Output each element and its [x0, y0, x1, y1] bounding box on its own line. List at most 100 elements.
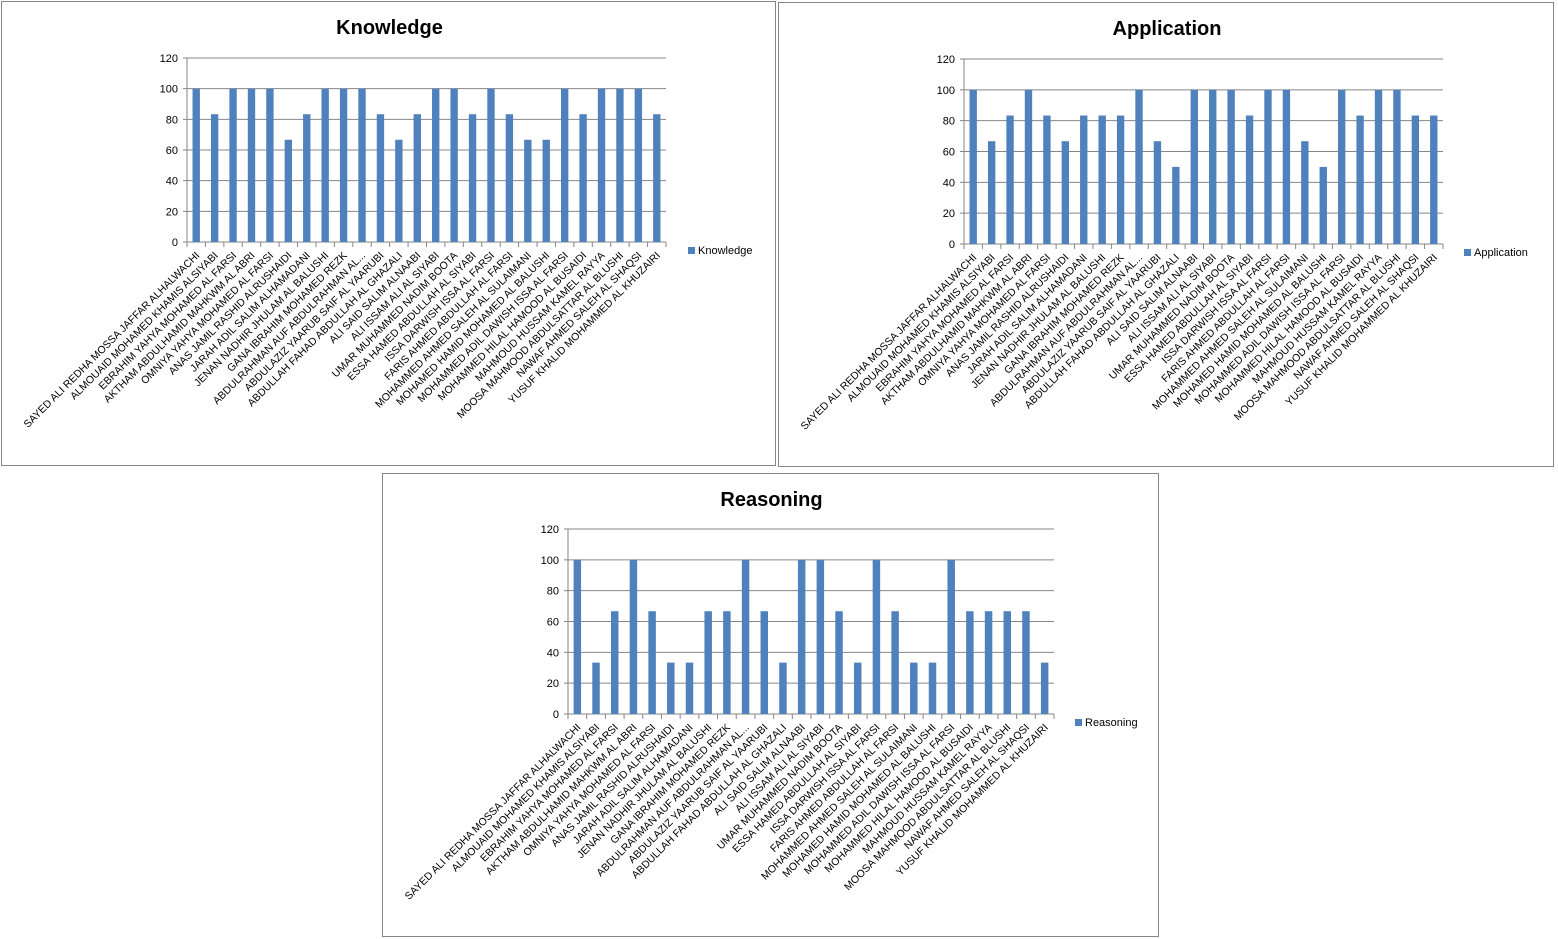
application-bar [1098, 115, 1106, 244]
application-y-tick-label: 80 [943, 116, 955, 128]
application-bar [1374, 89, 1383, 244]
application-bar [1209, 89, 1217, 244]
reasoning-bar [779, 662, 787, 714]
reasoning-bar [853, 662, 862, 714]
reasoning-bar [704, 611, 712, 714]
knowledge-y-tick-label: 20 [166, 206, 178, 218]
reasoning-bar [1022, 611, 1030, 714]
application-bar [1393, 89, 1401, 244]
reasoning-bar [1040, 662, 1049, 714]
reasoning-bar [760, 611, 769, 714]
application-y-tick-label: 60 [943, 147, 955, 159]
application-legend-swatch [1464, 249, 1471, 256]
application-bar [1264, 89, 1272, 244]
knowledge-bar [468, 114, 477, 242]
knowledge-bar [542, 139, 550, 242]
reasoning-y-tick-label: 0 [553, 709, 559, 721]
knowledge-bar [450, 88, 458, 243]
knowledge-bar [653, 114, 661, 242]
application-bar [1024, 89, 1033, 244]
knowledge-bar [321, 88, 329, 243]
reasoning-bar [741, 559, 750, 714]
knowledge-y-tick-label: 40 [166, 176, 178, 188]
knowledge-chart-title: Knowledge [336, 17, 443, 39]
reasoning-bar [629, 559, 638, 714]
reasoning-y-tick-label: 60 [547, 617, 559, 629]
application-y-tick-label: 40 [943, 177, 955, 189]
application-bar [1153, 141, 1162, 244]
reasoning-bar [610, 611, 619, 714]
knowledge-bar [505, 114, 514, 242]
reasoning-bar [891, 611, 899, 714]
reasoning-bar [966, 611, 974, 714]
knowledge-bar [395, 139, 403, 242]
reasoning-bar [984, 611, 993, 714]
application-y-tick-label: 20 [943, 208, 955, 220]
knowledge-bar [432, 88, 440, 243]
reasoning-bar [723, 611, 731, 714]
knowledge-bar [634, 88, 643, 243]
reasoning-chart: Reasoning 0 20 40 60 80 100 120 SAYED ALI REDHA … [382, 473, 1159, 937]
knowledge-bar [247, 88, 256, 243]
application-legend-label: Application [1474, 247, 1528, 259]
reasoning-bar [648, 611, 656, 714]
reasoning-bar [1003, 611, 1012, 714]
reasoning-bar [797, 559, 806, 714]
knowledge-bar [358, 88, 366, 243]
application-bar [969, 89, 977, 244]
reasoning-y-tick-label: 40 [547, 647, 559, 659]
knowledge-bar [339, 88, 348, 243]
reasoning-bar [910, 662, 918, 714]
application-bar [1006, 115, 1014, 244]
knowledge-bar [560, 88, 569, 243]
reasoning-y-tick-label: 120 [541, 524, 559, 536]
application-bar [1227, 89, 1235, 244]
knowledge-bar [210, 114, 219, 242]
application-bar [1430, 115, 1438, 244]
reasoning-y-tick-label: 80 [547, 586, 559, 598]
knowledge-bar [597, 88, 606, 243]
application-bar [1116, 115, 1125, 244]
knowledge-bar [579, 114, 587, 242]
application-bar [987, 141, 996, 244]
reasoning-y-tick-label: 20 [547, 678, 559, 690]
application-bar [1190, 89, 1198, 244]
knowledge-chart: Knowledge 0 20 40 60 80 100 120 SAYED ALI REDHA … [1, 1, 776, 466]
knowledge-y-tick-label: 80 [166, 114, 178, 126]
application-bar [1282, 89, 1291, 244]
application-chart: Application 0 20 40 60 80 100 120 SAYED ALI REDH… [778, 2, 1554, 467]
reasoning-bar [667, 662, 675, 714]
application-bar [1172, 166, 1180, 244]
knowledge-bar [376, 114, 385, 242]
knowledge-bar [616, 88, 624, 243]
application-bar [1061, 141, 1070, 244]
application-bar [1301, 141, 1309, 244]
application-chart-title: Application [1113, 18, 1222, 40]
application-bar [1337, 89, 1346, 244]
application-bar [1245, 115, 1254, 244]
reasoning-bar [928, 662, 937, 714]
knowledge-bar [192, 88, 200, 243]
reasoning-legend-swatch [1075, 719, 1082, 726]
knowledge-bar [303, 114, 311, 242]
knowledge-bar [266, 88, 274, 243]
knowledge-bar [284, 139, 293, 242]
reasoning-bar [835, 611, 843, 714]
application-y-tick-label: 100 [937, 85, 955, 97]
application-y-tick-label: 0 [949, 239, 955, 251]
knowledge-legend-label: Knowledge [698, 245, 752, 257]
application-bar [1080, 115, 1088, 244]
knowledge-bar [524, 139, 532, 242]
application-bar [1043, 115, 1051, 244]
knowledge-bar [413, 114, 421, 242]
reasoning-bar [872, 559, 881, 714]
knowledge-bar [487, 88, 495, 243]
knowledge-y-tick-label: 60 [166, 145, 178, 157]
application-bar [1135, 89, 1143, 244]
reasoning-chart-title: Reasoning [720, 489, 822, 511]
knowledge-bar [229, 88, 237, 243]
application-y-tick-label: 120 [937, 54, 955, 66]
